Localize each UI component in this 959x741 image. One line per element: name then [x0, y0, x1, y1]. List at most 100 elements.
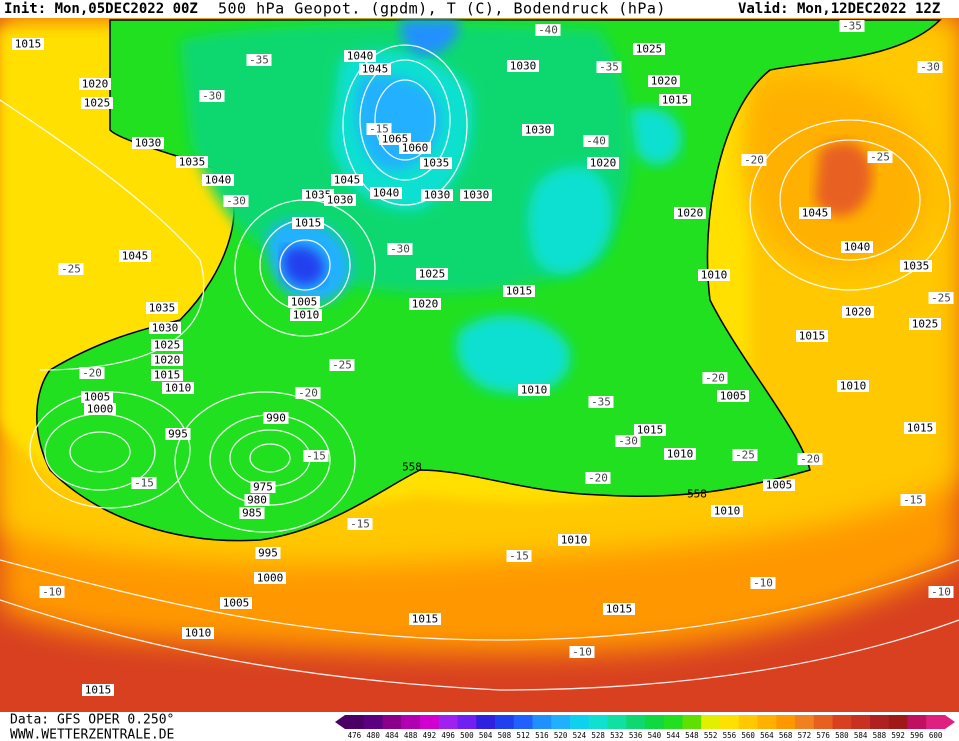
pressure-label: 1025 — [912, 318, 939, 331]
temperature-label-bg — [347, 518, 373, 530]
pressure-label-bg — [288, 296, 320, 308]
pressure-label-bg — [290, 309, 322, 321]
header-bg — [0, 0, 959, 18]
pressure-label: 1035 — [423, 157, 450, 170]
pressure-label-bg — [674, 207, 706, 219]
pressure-label: 1005 — [766, 479, 793, 492]
pressure-label-bg — [254, 572, 286, 584]
pressure-label: 975 — [253, 481, 273, 494]
pressure-label-bg — [132, 137, 164, 149]
colorbar-swatch — [420, 715, 440, 729]
colorbar-swatch — [495, 715, 515, 729]
pressure-label-bg — [151, 354, 183, 366]
pressure-label-bg — [416, 268, 448, 280]
pressure-label: 1030 — [525, 124, 552, 137]
pressure-label: 1045 — [362, 63, 389, 76]
pressure-label: 1030 — [510, 60, 537, 73]
pressure-label-bg — [263, 412, 289, 424]
temperature-label: -15 — [903, 494, 923, 507]
temperature-label-bg — [928, 292, 954, 304]
temperature-label-bg — [246, 54, 272, 66]
colorbar-swatch — [870, 715, 890, 729]
pressure-label-bg — [324, 194, 356, 206]
pressure-label: 1015 — [85, 684, 112, 697]
temperature-label-bg — [583, 135, 609, 147]
pressure-label-bg — [904, 422, 936, 434]
pressure-label: 1035 — [903, 260, 930, 273]
colorbar-label: 496 — [441, 731, 455, 740]
pressure-label-bg — [763, 479, 795, 491]
temperature-label-bg — [295, 387, 321, 399]
colorbar-swatch — [720, 715, 740, 729]
colorbar: 476 480 484 488 492 496 500 504 508 512 516 520 524 5… — [335, 715, 955, 740]
pressure-label-bg — [151, 339, 183, 351]
colorbar-label: 592 — [891, 731, 905, 740]
colorbar-label: 536 — [629, 731, 643, 740]
pressure-label: 1030 — [152, 322, 179, 335]
pressure-label-bg — [81, 391, 113, 403]
pressure-label: 1015 — [506, 285, 533, 298]
temperature-label: -25 — [332, 359, 352, 372]
colorbar-swatch — [832, 715, 852, 729]
pressure-label-bg — [119, 250, 151, 262]
init-time: Init: Mon,05DEC2022 00Z — [4, 1, 198, 17]
temperature-label: -30 — [202, 90, 222, 103]
pressure-label: 995 — [168, 428, 188, 441]
pressure-label-bg — [370, 187, 402, 199]
temperature-label-bg — [39, 586, 65, 598]
colorbar-swatch — [738, 715, 758, 729]
temperature-label-bg — [506, 550, 532, 562]
colorbar-label: 488 — [404, 731, 418, 740]
pressure-label-bg — [202, 174, 234, 186]
pressure-label-bg — [837, 380, 869, 392]
colorbar-swatch — [363, 715, 383, 729]
colorbar-label: 588 — [873, 731, 887, 740]
temperature-label: -30 — [226, 195, 246, 208]
pressure-label-bg — [648, 75, 680, 87]
colorbar-swatch — [457, 715, 477, 729]
colorbar-label: 520 — [554, 731, 568, 740]
pressure-label-bg — [149, 322, 181, 334]
pressure-label: 1000 — [87, 403, 114, 416]
temperature-label: -15 — [134, 477, 154, 490]
temperature-label: -20 — [705, 372, 725, 385]
temperature-label: -25 — [735, 449, 755, 462]
pressure-label-bg — [292, 217, 324, 229]
temperature-label: -15 — [369, 123, 389, 136]
pressure-label: 1015 — [412, 613, 439, 626]
valid-time: Valid: Mon,12DEC2022 12Z — [738, 1, 940, 17]
pressure-label: 1010 — [165, 382, 192, 395]
colorbar-swatch — [851, 715, 871, 729]
colorbar-label: 480 — [366, 731, 380, 740]
colorbar-label: 512 — [516, 731, 530, 740]
colorbar-label: 580 — [835, 731, 849, 740]
pressure-label: 1035 — [149, 302, 176, 315]
pressure-label-bg — [182, 627, 214, 639]
pressure-label-bg — [176, 156, 208, 168]
temperature-label: -30 — [390, 243, 410, 256]
pressure-label: 1030 — [327, 194, 354, 207]
pressure-label: 1060 — [402, 142, 429, 155]
pressure-label-bg — [503, 285, 535, 297]
temperature-label-bg — [732, 449, 758, 461]
temperature-label-bg — [199, 90, 225, 102]
colorbar-swatch — [345, 715, 365, 729]
pressure-label: 1015 — [606, 603, 633, 616]
pressure-label-bg — [711, 505, 743, 517]
colorbar-label: 596 — [910, 731, 924, 740]
colorbar-label: 564 — [760, 731, 774, 740]
pressure-label-bg — [239, 507, 265, 519]
pressure-label-bg — [507, 60, 539, 72]
colorbar-label: 516 — [535, 731, 549, 740]
temperature-label-bg — [329, 359, 355, 371]
colorbar-label: 584 — [854, 731, 868, 740]
pressure-label: 1015 — [15, 38, 42, 51]
pressure-label: 1010 — [701, 269, 728, 282]
pressure-label: 1020 — [590, 157, 617, 170]
pressure-label: 1010 — [840, 380, 867, 393]
colorbar-label: 600 — [929, 731, 943, 740]
colorbar-label: 556 — [723, 731, 737, 740]
data-source: Data: GFS OPER 0.250° — [10, 713, 174, 728]
pressure-label-bg — [633, 43, 665, 55]
colorbar-swatch — [757, 715, 777, 729]
